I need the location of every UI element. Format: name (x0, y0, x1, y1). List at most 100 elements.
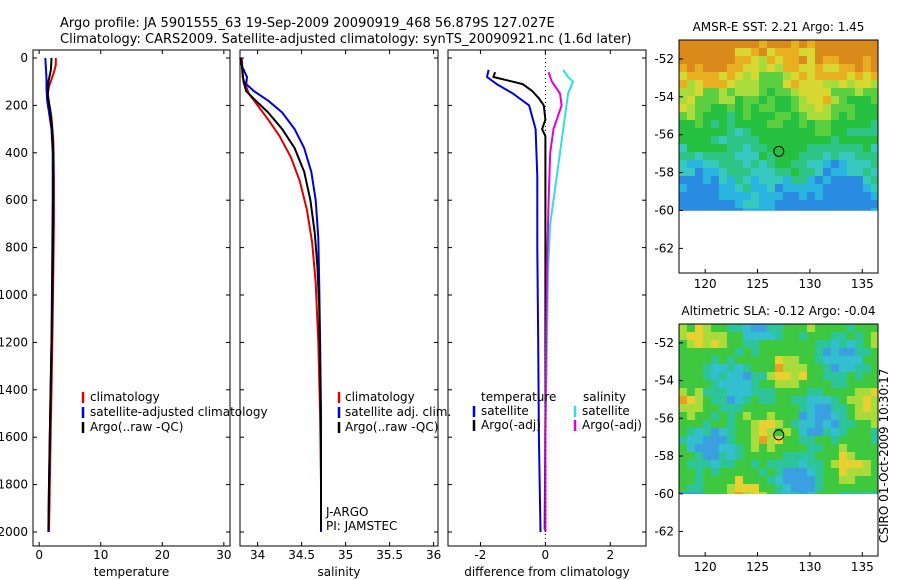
sla_map-heatmap-cell (823, 468, 832, 477)
sst_map-heatmap-cell (791, 184, 800, 193)
sla_map-heatmap-cell (791, 388, 800, 397)
sla_map-heatmap-cell (767, 332, 776, 341)
sst_map-heatmap-cell (807, 208, 816, 211)
sla_map-heatmap-cell (679, 372, 688, 381)
sla_map-heatmap-cell (855, 340, 864, 349)
sla_map-heatmap-cell (807, 492, 816, 495)
sla_map-heatmap-cell (847, 348, 856, 357)
sst_map-heatmap-cell (855, 152, 864, 161)
sst_map-heatmap-cell (847, 64, 856, 73)
sst_map-heatmap-cell (871, 200, 879, 209)
sla_map-heatmap-cell (719, 420, 728, 429)
sla_map-heatmap-cell (751, 412, 760, 421)
sst_map-heatmap-cell (687, 120, 696, 129)
sla_map-heatmap-cell (775, 380, 784, 389)
sst_map-heatmap-cell (695, 112, 704, 121)
temperature-xtick-label: 0 (35, 548, 43, 562)
sst_map-heatmap-cell (807, 168, 816, 177)
sst_map-heatmap-cell (703, 152, 712, 161)
sla_map-heatmap-cell (775, 412, 784, 421)
sla_map-heatmap-cell (751, 372, 760, 381)
sst_map-heatmap-cell (823, 120, 832, 129)
sst_map-heatmap-cell (695, 96, 704, 105)
sst_map-argo-location-marker (773, 145, 785, 157)
sst_map-heatmap-cell (687, 88, 696, 97)
sla_map-heatmap-cell (815, 444, 824, 453)
sst_map-heatmap-cell (791, 64, 800, 73)
sst_map-heatmap-cell (711, 160, 720, 169)
sla_map-heatmap-cell (799, 476, 808, 485)
sst_map-heatmap-cell (695, 128, 704, 137)
sst_map-heatmap-cell (727, 64, 736, 73)
sst_map-heatmap-cell (687, 64, 696, 73)
salinity-frame (239, 49, 439, 547)
sla_map-heatmap-cell (855, 356, 864, 365)
sst_map-heatmap-cell (695, 144, 704, 153)
sst_map-heatmap-cell (863, 88, 872, 97)
salinity-xlabel: salinity (317, 565, 360, 579)
sla_map-heatmap-cell (799, 452, 808, 461)
sla_map-heatmap-cell (759, 420, 768, 429)
sla_map-heatmap-cell (703, 468, 712, 477)
sst_map-xtick-label: 120 (694, 277, 717, 291)
sst_map-heatmap-cell (703, 168, 712, 177)
sst_map-heatmap-cell (807, 112, 816, 121)
sla_map-heatmap-cell (783, 324, 792, 333)
sst_map-heatmap-cell (807, 128, 816, 137)
salinity-legend-label: climatology (345, 390, 415, 404)
sla_map-heatmap-cell (791, 332, 800, 341)
sst_map-heatmap-cell (735, 144, 744, 153)
sst_map-heatmap-cell (791, 80, 800, 89)
sla_map-heatmap-cell (751, 324, 760, 333)
sst_map-heatmap-cell (727, 176, 736, 185)
sst_map-heatmap-cell (815, 136, 824, 145)
sst_map-heatmap-cell (791, 104, 800, 113)
sla_map-heatmap-cell (695, 404, 704, 413)
sst_map-heatmap-cell (815, 176, 824, 185)
sla_map-heatmap-cell (679, 436, 688, 445)
sst_map-heatmap-cell (799, 104, 808, 113)
sst_map-title: AMSR-E SST: 2.21 Argo: 1.45 (693, 20, 865, 34)
sst_map-heatmap-cell (695, 160, 704, 169)
sla_map-heatmap-cell (815, 476, 824, 485)
sla_map-heatmap-cell (743, 476, 752, 485)
sst_map-heatmap-cell (687, 144, 696, 153)
sla_map-heatmap-cell (783, 332, 792, 341)
sla_map-heatmap-cell (831, 452, 840, 461)
sst_map-ytick-label: -62 (654, 241, 674, 255)
sla_map-heatmap-cell (839, 332, 848, 341)
sst_map-heatmap-cell (839, 176, 848, 185)
salinity-annotation: J-ARGO (325, 505, 368, 519)
sst_map-heatmap-cell (839, 200, 848, 209)
sst_map-heatmap-cell (847, 152, 856, 161)
sst_map-heatmap-cell (791, 192, 800, 201)
sla_map-heatmap-cell (751, 428, 760, 437)
sla_map-heatmap-cell (847, 340, 856, 349)
sla_map-heatmap-cell (719, 388, 728, 397)
sla_map-heatmap-cell (831, 356, 840, 365)
sst_map-heatmap-cell (815, 168, 824, 177)
sst_map-heatmap-cell (719, 40, 728, 49)
sla_map-xtick-label: 125 (746, 560, 769, 574)
sst_map-heatmap-cell (807, 160, 816, 169)
sst_map-heatmap-cell (807, 120, 816, 129)
sst_map-heatmap-cell (791, 176, 800, 185)
sst_map-heatmap-cell (847, 192, 856, 201)
sst_map-heatmap-cell (743, 80, 752, 89)
sst_map-heatmap-cell (775, 136, 784, 145)
sla_map-heatmap-cell (719, 460, 728, 469)
sla_map-heatmap-cell (839, 356, 848, 365)
sst_map-heatmap-cell (759, 176, 768, 185)
sst_map-heatmap-cell (719, 208, 728, 211)
sla_map-heatmap-cell (695, 324, 704, 333)
sla_map-heatmap-cell (703, 492, 712, 495)
sla_map-heatmap-cell (751, 436, 760, 445)
sst_map-heatmap-cell (735, 184, 744, 193)
sst_map-heatmap-cell (767, 120, 776, 129)
sst_map-heatmap-cell (695, 200, 704, 209)
sla_map-heatmap-cell (831, 364, 840, 373)
sst_map-heatmap-cell (775, 208, 784, 211)
sst_map-heatmap-cell (855, 120, 864, 129)
sla_map-heatmap-cell (839, 428, 848, 437)
sst_map-heatmap-cell (823, 72, 832, 81)
